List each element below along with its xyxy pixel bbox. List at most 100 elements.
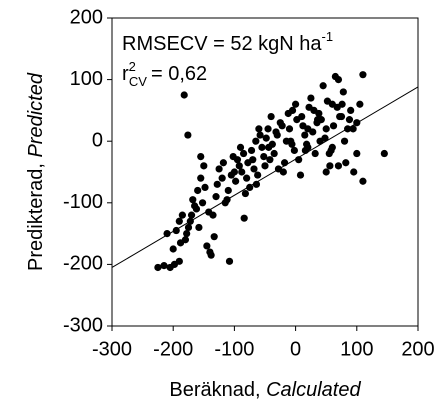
point	[278, 122, 286, 130]
point	[252, 180, 261, 188]
point	[285, 125, 294, 133]
point	[218, 174, 226, 182]
x-tick-label: -100	[214, 338, 254, 360]
point	[184, 223, 193, 232]
x-tick-label: 200	[401, 338, 434, 360]
point	[338, 100, 346, 108]
point	[359, 71, 367, 79]
annotation-text: RMSECV = 52 kgN ha	[122, 33, 322, 55]
point	[192, 205, 201, 213]
point	[319, 82, 327, 90]
point	[241, 189, 250, 198]
point	[272, 128, 280, 136]
point	[176, 239, 185, 247]
point	[265, 143, 273, 151]
point	[303, 140, 311, 148]
point	[292, 100, 300, 108]
point	[336, 112, 344, 121]
point	[359, 177, 367, 185]
point	[255, 125, 263, 133]
point	[224, 186, 232, 195]
point	[267, 112, 275, 121]
point	[329, 122, 338, 130]
x-tick-label: -200	[153, 338, 193, 360]
point	[154, 263, 162, 272]
point	[334, 162, 343, 170]
annotation-r2: r2 CV = 0,62	[122, 59, 207, 89]
point	[235, 162, 243, 170]
annotation-sup: 2	[129, 59, 136, 74]
point	[225, 257, 234, 265]
point	[344, 125, 352, 133]
point	[236, 143, 245, 151]
point	[262, 134, 270, 142]
point	[323, 97, 332, 105]
point	[172, 226, 180, 235]
point	[280, 159, 289, 167]
point	[311, 149, 319, 158]
point	[356, 100, 364, 108]
point	[334, 76, 343, 84]
point	[212, 193, 220, 201]
point	[219, 159, 227, 167]
point	[301, 131, 309, 139]
point	[270, 149, 278, 158]
point	[201, 183, 209, 191]
point	[349, 125, 357, 133]
point	[295, 156, 303, 164]
point	[229, 153, 237, 161]
point	[299, 122, 307, 130]
point	[232, 177, 240, 185]
point	[307, 94, 315, 102]
point	[239, 149, 248, 158]
point	[178, 211, 186, 219]
point	[209, 211, 217, 219]
point	[169, 245, 177, 253]
point	[183, 230, 191, 238]
point	[309, 128, 317, 136]
point	[197, 174, 205, 182]
point	[353, 119, 361, 127]
y-tick-label: -200	[63, 253, 103, 275]
point	[290, 146, 298, 155]
point	[293, 116, 301, 124]
point	[197, 153, 205, 161]
point	[321, 134, 329, 142]
x-tick-label: 0	[290, 338, 301, 360]
point	[264, 125, 272, 133]
point	[342, 159, 350, 167]
point	[284, 109, 292, 118]
point	[223, 196, 231, 204]
point	[163, 230, 171, 238]
point	[327, 146, 335, 155]
point	[194, 186, 202, 195]
y-label-italic: Predicted	[25, 72, 47, 157]
y-tick-label: 0	[92, 129, 103, 151]
x-label-text: Beräknad,	[169, 379, 260, 401]
point	[261, 162, 269, 170]
point	[184, 131, 192, 139]
point	[350, 168, 358, 176]
point	[198, 199, 207, 207]
plot-frame	[111, 17, 419, 327]
annotation-sub: CV	[129, 74, 147, 89]
point	[186, 217, 194, 225]
point	[180, 91, 188, 99]
y-label-text: Predikterad,	[25, 163, 47, 271]
point	[195, 223, 203, 232]
point	[175, 257, 183, 265]
y-tick-label: -100	[63, 191, 103, 213]
point	[256, 131, 264, 139]
point	[244, 159, 252, 167]
point	[250, 165, 258, 173]
point	[274, 165, 283, 173]
point	[322, 168, 330, 176]
point	[380, 149, 388, 158]
y-axis-label: Predikterad, Predicted	[25, 72, 47, 271]
annotation-sup: -1	[322, 29, 334, 44]
y-tick-label: -300	[63, 314, 103, 336]
point	[315, 109, 323, 118]
point	[266, 156, 274, 164]
annotation-rmsecv: RMSECV = 52 kgN ha-1	[122, 29, 333, 55]
